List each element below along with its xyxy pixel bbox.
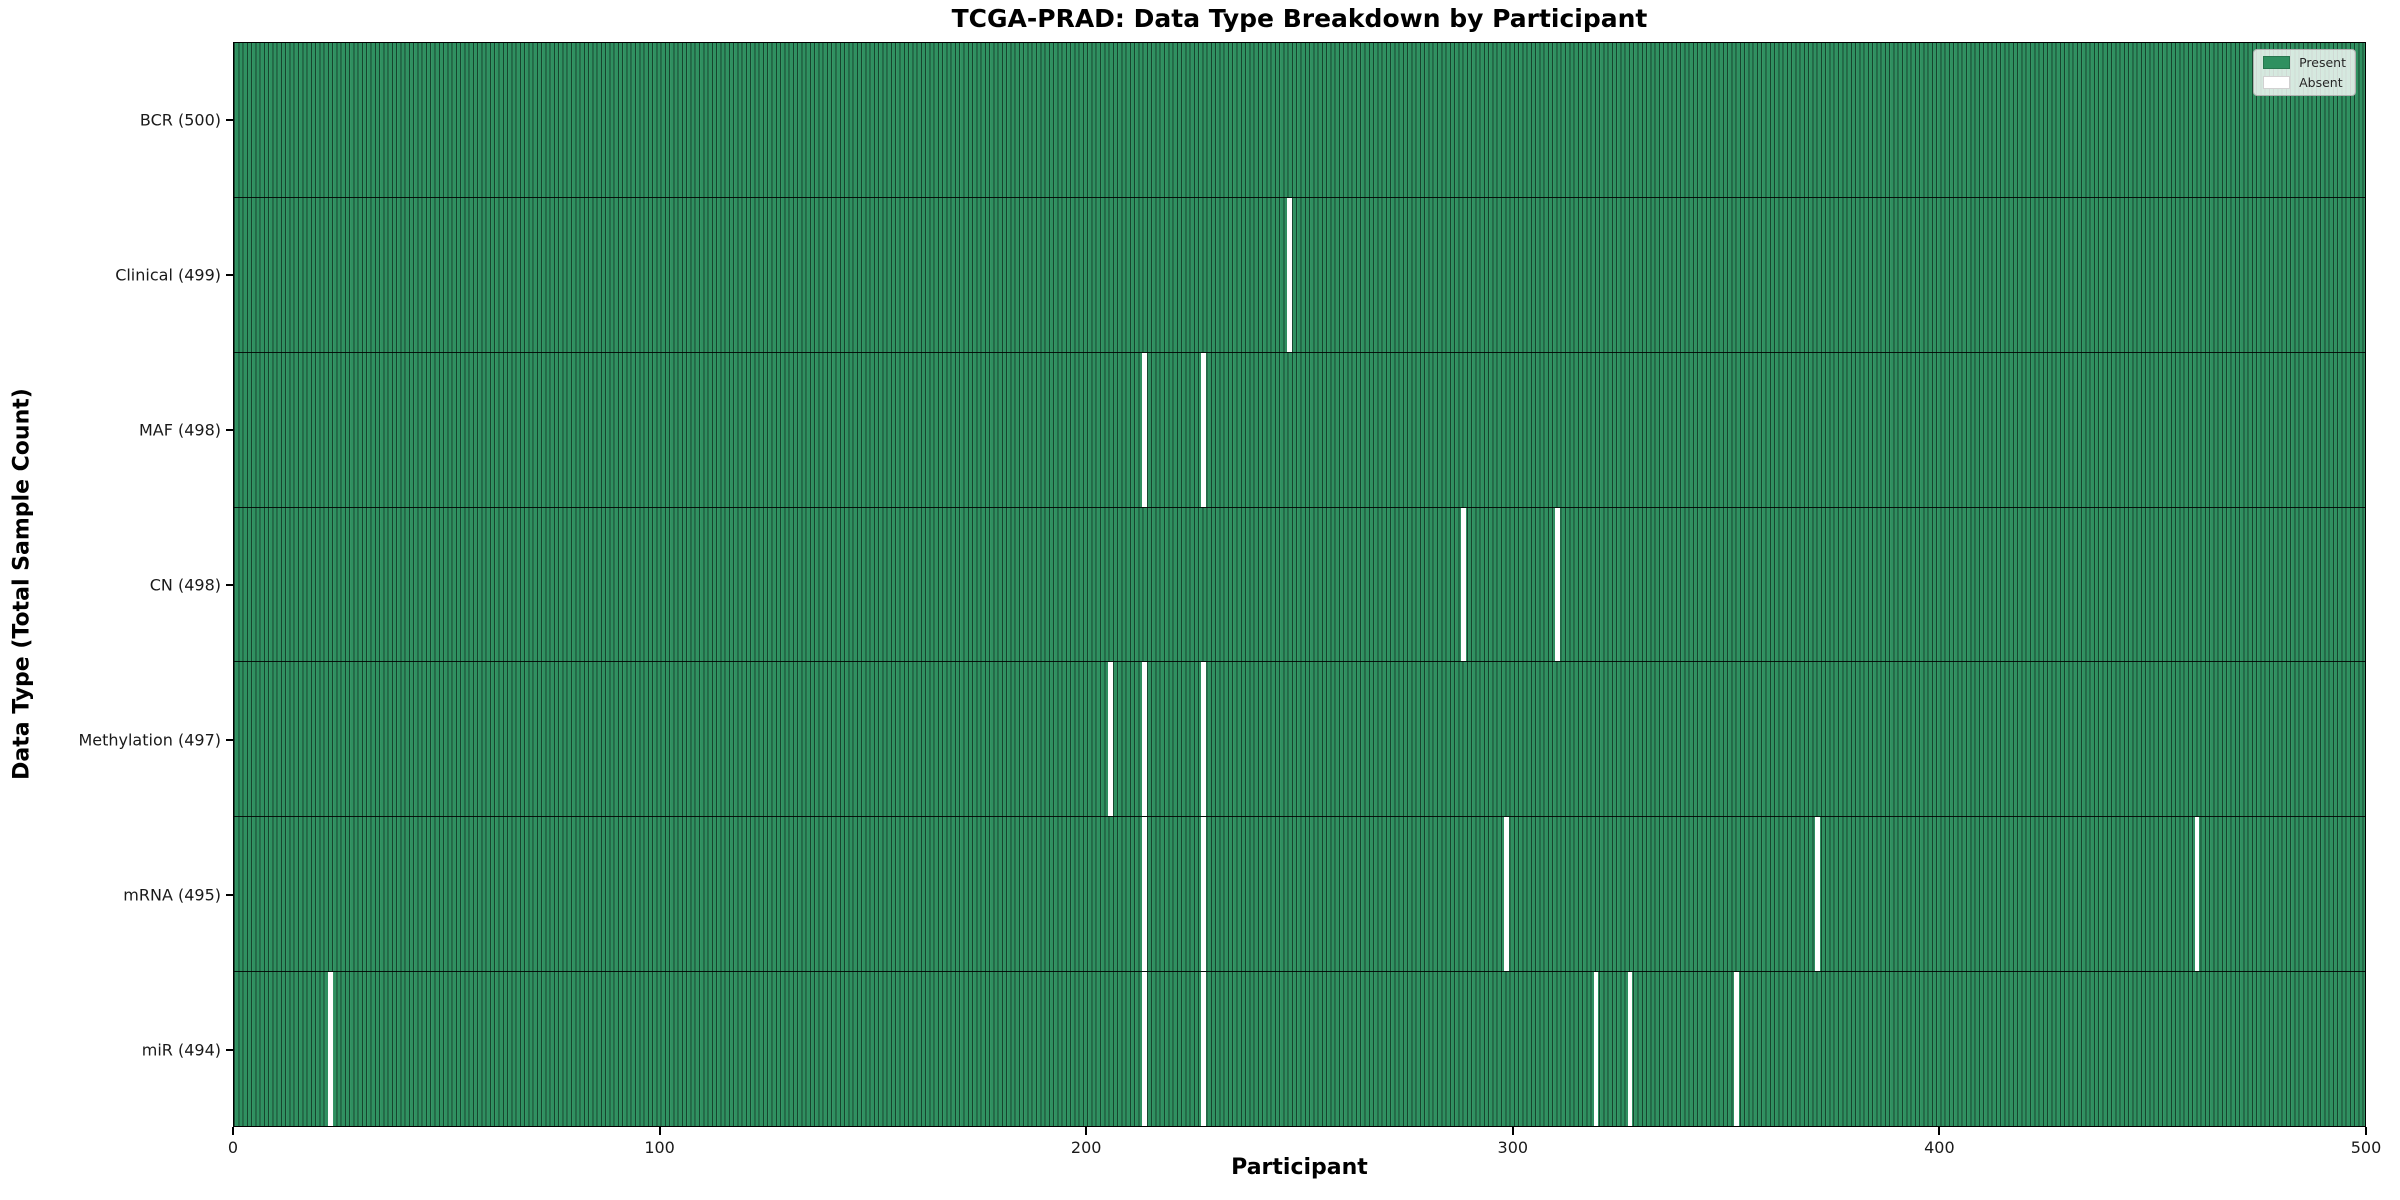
absent-gap bbox=[1627, 972, 1633, 1127]
y-tick-mark bbox=[226, 738, 233, 741]
y-tick-label: MAF (498) bbox=[138, 420, 221, 439]
y-tick-mark bbox=[226, 893, 233, 896]
absent-gap bbox=[1286, 197, 1292, 352]
absent-gap bbox=[1141, 352, 1147, 507]
y-tick-mark bbox=[226, 1048, 233, 1051]
legend-item-present: Present bbox=[2263, 55, 2346, 70]
absent-gap bbox=[1201, 662, 1207, 817]
y-tick-label: mRNA (495) bbox=[123, 885, 221, 904]
y-axis-ticks: BCR (500) Clinical (499) MAF (498) CN (498)… bbox=[0, 42, 233, 1127]
heatmap-row bbox=[234, 972, 2365, 1127]
legend-item-absent: Absent bbox=[2263, 75, 2346, 90]
x-tick-mark bbox=[1511, 1127, 1514, 1135]
y-tick-label: Clinical (499) bbox=[115, 265, 221, 284]
y-tick-mark bbox=[226, 428, 233, 431]
heatmap-row bbox=[234, 662, 2365, 818]
y-tick-label: CN (498) bbox=[149, 575, 221, 594]
y-tick-label: BCR (500) bbox=[139, 110, 221, 129]
x-tick-label: 300 bbox=[1497, 1138, 1529, 1157]
x-tick-label: 400 bbox=[1924, 1138, 1955, 1157]
absent-gap bbox=[1141, 817, 1147, 972]
absent-gap bbox=[1734, 972, 1740, 1127]
plot-area: Present Absent bbox=[233, 42, 2366, 1127]
heatmap-row bbox=[234, 352, 2365, 508]
absent-gap bbox=[1815, 817, 1820, 972]
y-tick-mark bbox=[226, 273, 233, 276]
x-tick-mark bbox=[2365, 1127, 2367, 1135]
absent-gap bbox=[2194, 817, 2200, 972]
x-tick-label: 0 bbox=[227, 1138, 239, 1157]
chart-title: TCGA-PRAD: Data Type Breakdown by Partic… bbox=[951, 4, 1648, 33]
absent-gap bbox=[1461, 507, 1467, 662]
x-tick-mark bbox=[1085, 1127, 1088, 1135]
legend-label-present: Present bbox=[2299, 55, 2346, 70]
x-tick-mark bbox=[232, 1127, 234, 1135]
legend-label-absent: Absent bbox=[2299, 75, 2343, 90]
heatmap-row bbox=[234, 507, 2365, 663]
x-tick-mark bbox=[658, 1127, 661, 1135]
absent-gap bbox=[1141, 972, 1147, 1127]
y-tick-mark bbox=[226, 118, 233, 121]
present-swatch bbox=[2263, 56, 2291, 69]
heatmap-row bbox=[234, 197, 2365, 353]
absent-gap bbox=[1107, 662, 1113, 817]
absent-gap bbox=[1141, 662, 1147, 817]
absent-gap bbox=[327, 972, 333, 1127]
x-tick-mark bbox=[1938, 1127, 1941, 1135]
absent-gap bbox=[1201, 972, 1207, 1127]
heatmap-row bbox=[234, 817, 2365, 973]
x-tick-label: 200 bbox=[1070, 1138, 1102, 1157]
absent-gap bbox=[1593, 972, 1599, 1127]
absent-gap bbox=[1555, 507, 1561, 662]
heatmap-row bbox=[234, 43, 2365, 198]
y-tick-mark bbox=[226, 583, 233, 586]
x-axis-label: Participant bbox=[1231, 1155, 1368, 1180]
absent-gap bbox=[1201, 352, 1207, 507]
y-tick-label: Methylation (497) bbox=[78, 730, 221, 749]
absent-gap bbox=[1201, 817, 1207, 972]
legend: Present Absent bbox=[2253, 49, 2356, 96]
x-tick-label: 500 bbox=[2350, 1138, 2382, 1157]
x-axis-ticks: 0 100 200 300 400 500 bbox=[228, 1127, 2381, 1165]
absent-swatch bbox=[2263, 76, 2291, 89]
y-tick-label: miR (494) bbox=[141, 1040, 221, 1059]
absent-gap bbox=[1504, 817, 1509, 972]
x-tick-label: 100 bbox=[644, 1138, 675, 1157]
